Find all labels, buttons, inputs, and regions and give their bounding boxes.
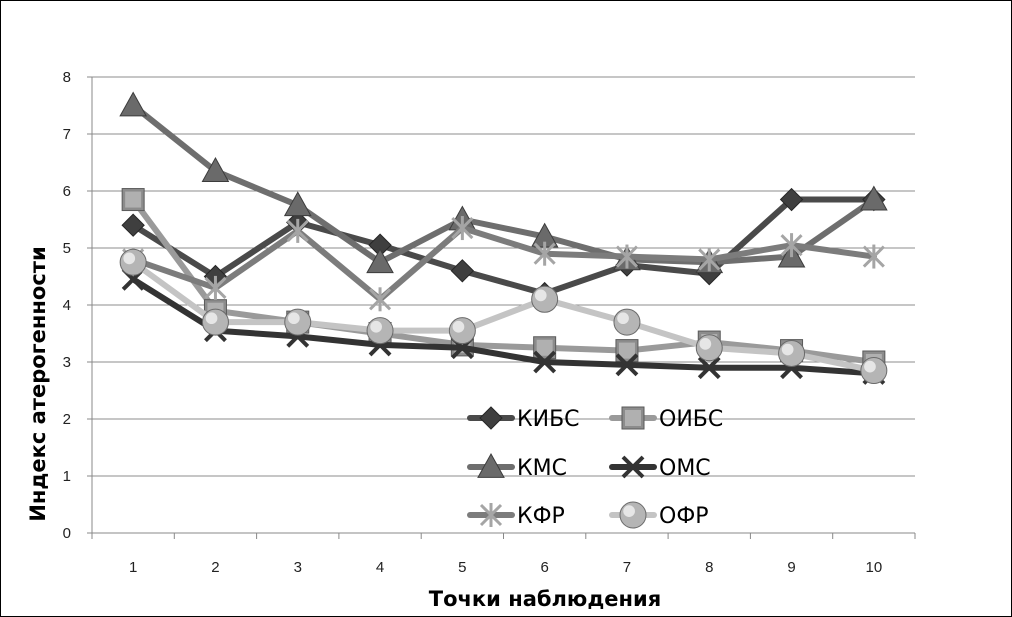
x-tick-label: 8 xyxy=(705,559,713,576)
data-point xyxy=(201,157,230,182)
y-tick-label: 8 xyxy=(63,69,71,86)
y-tick-labels: 0 1 2 3 4 5 6 7 8 xyxy=(63,69,71,542)
data-point xyxy=(204,275,227,300)
y-tick-label: 1 xyxy=(63,468,71,485)
legend-item: КФР xyxy=(467,503,565,529)
legend-item: КИБС xyxy=(467,406,580,432)
data-point xyxy=(862,244,885,269)
legend-marker xyxy=(477,452,505,478)
data-point xyxy=(779,187,804,212)
data-point xyxy=(615,353,639,377)
series-6 xyxy=(119,248,888,385)
legend-label: КИБС xyxy=(517,407,580,432)
data-point xyxy=(698,247,721,272)
legend-item: ОФР xyxy=(609,501,709,529)
legend-label: КФР xyxy=(517,504,565,529)
y-tick-label: 0 xyxy=(63,525,71,542)
x-tick-label: 10 xyxy=(866,559,883,576)
legend-item: КМС xyxy=(467,452,567,481)
series-line xyxy=(130,196,877,365)
data-point xyxy=(284,308,312,336)
data-point xyxy=(201,308,229,336)
data-point xyxy=(448,317,476,345)
series-line xyxy=(130,102,877,266)
data-point xyxy=(121,213,145,237)
legend-marker xyxy=(621,406,645,430)
y-tick-label: 7 xyxy=(63,126,71,143)
legend-item: ОМС xyxy=(609,455,711,481)
y-tick-label: 2 xyxy=(63,411,71,428)
y-tick-label: 6 xyxy=(63,183,71,200)
x-tick-label: 2 xyxy=(211,559,219,576)
x-tick-label: 5 xyxy=(458,559,466,576)
data-point xyxy=(533,336,557,360)
data-point xyxy=(121,188,145,212)
legend-label: ОФР xyxy=(659,504,709,529)
data-point xyxy=(119,248,147,276)
data-point xyxy=(695,334,723,362)
x-tick-label: 1 xyxy=(129,559,137,576)
legend-marker xyxy=(619,501,647,529)
data-point xyxy=(119,91,147,117)
data-point xyxy=(283,191,312,217)
x-tick-label: 9 xyxy=(787,559,795,576)
data-point xyxy=(286,218,309,243)
series-layer xyxy=(119,91,888,385)
y-tick-label: 3 xyxy=(63,354,71,371)
y-tick-label: 5 xyxy=(63,240,71,257)
legend-marker xyxy=(479,406,503,430)
x-tick-label: 4 xyxy=(376,559,384,576)
data-point xyxy=(778,339,806,367)
y-axis-title: Индекс атерогенности xyxy=(26,246,50,521)
x-tick-label: 6 xyxy=(540,559,548,576)
data-point xyxy=(366,317,394,345)
y-tick-label: 4 xyxy=(63,297,71,314)
data-point xyxy=(533,350,557,374)
legend-item: ОИБС xyxy=(609,406,723,432)
data-point xyxy=(780,233,803,258)
data-point xyxy=(860,185,888,211)
series-line xyxy=(130,259,877,374)
series-line xyxy=(130,225,877,303)
data-point xyxy=(860,357,888,385)
data-point xyxy=(533,241,556,266)
data-point xyxy=(613,308,641,336)
legend-label: ОМС xyxy=(659,456,711,481)
data-point xyxy=(450,259,475,283)
series-4 xyxy=(121,267,886,385)
legend-marker xyxy=(621,455,645,479)
legend-label: КМС xyxy=(517,456,567,481)
x-tick-labels: 1 2 3 4 5 6 7 8 9 10 xyxy=(129,559,882,576)
data-point xyxy=(451,216,474,241)
legend-marker xyxy=(479,503,503,527)
data-point xyxy=(366,248,394,274)
legend-label: ОИБС xyxy=(659,407,723,432)
series-line xyxy=(130,196,877,297)
data-point xyxy=(615,244,639,269)
x-tick-label: 7 xyxy=(623,559,631,576)
data-point xyxy=(368,287,392,312)
series-line xyxy=(130,276,877,377)
x-axis-title: Точки наблюдения xyxy=(429,587,662,611)
legend: КИБС ОИБС КМС ОМС КФР ОФР xyxy=(467,406,723,529)
data-point xyxy=(697,356,721,380)
data-point xyxy=(531,285,559,313)
series-5 xyxy=(122,216,885,312)
axes xyxy=(87,76,916,539)
x-tick-label: 3 xyxy=(294,559,302,576)
data-point xyxy=(615,339,639,363)
